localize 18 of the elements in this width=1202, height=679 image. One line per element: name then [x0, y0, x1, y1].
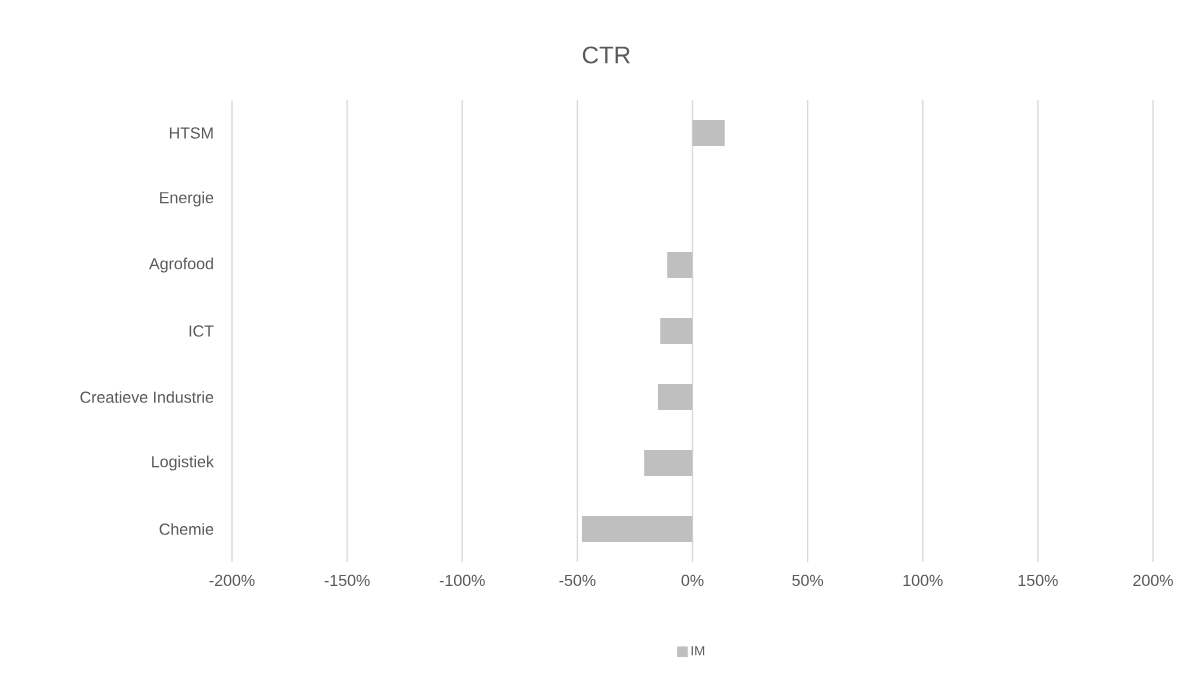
y-tick-label: Agrofood [149, 257, 213, 273]
x-tick-label: -50% [559, 574, 596, 587]
x-tick-label: -150% [324, 574, 370, 587]
chart-title: CTR [582, 46, 630, 64]
y-tick-label: ICT [189, 325, 214, 337]
x-tick-label: 50% [792, 574, 824, 587]
x-tick-label: 200% [1133, 574, 1173, 587]
y-tick-label: HTSM [169, 127, 213, 139]
x-tick-label: -100% [439, 574, 485, 587]
x-tick-label: 100% [903, 574, 943, 587]
x-tick-label: 150% [1018, 574, 1058, 587]
y-tick-label: Logistiek [152, 455, 214, 471]
x-tick-label: 0% [681, 574, 704, 587]
y-tick-label: Energie [160, 191, 214, 207]
y-tick-label: Chemie [159, 523, 214, 535]
x-tick-label: -200% [209, 574, 255, 587]
y-tick-label: Creatieve Industrie [80, 391, 214, 403]
legend-label: IM [691, 646, 705, 656]
